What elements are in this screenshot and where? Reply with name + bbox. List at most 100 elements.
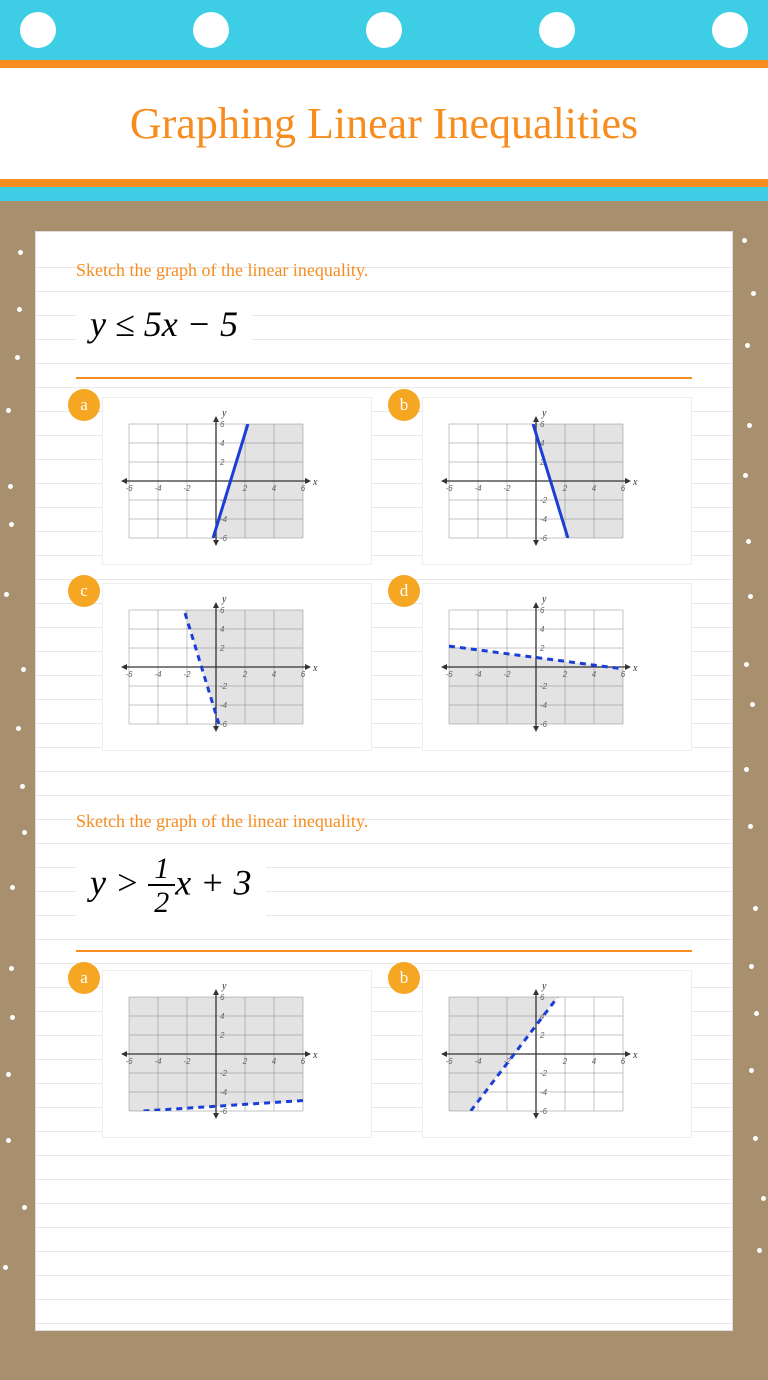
svg-text:2: 2 [562,1057,568,1066]
svg-text:6: 6 [301,670,306,679]
page-title: Graphing Linear Inequalities [20,98,748,149]
svg-text:6: 6 [301,1057,306,1066]
svg-text:4: 4 [220,625,225,634]
svg-text:-4: -4 [154,670,162,679]
svg-text:-4: -4 [540,1088,548,1097]
dot-icon [366,12,402,48]
answer-option[interactable]: b -6-4-2246-6-4-2246xy [396,970,692,1138]
divider [0,179,768,187]
answer-option[interactable]: b -6-4-2246-6-4-2246xy [396,397,692,565]
svg-text:x: x [632,1050,638,1061]
svg-text:-6: -6 [125,670,133,679]
svg-text:4: 4 [272,1057,277,1066]
svg-text:-2: -2 [183,670,191,679]
svg-text:-6: -6 [445,1057,453,1066]
svg-text:-6: -6 [125,1057,133,1066]
svg-text:2: 2 [242,1057,248,1066]
option-graph: -6-4-2246-6-4-2246xy [422,397,692,565]
svg-text:-6: -6 [220,720,228,729]
svg-text:y: y [541,408,547,419]
answer-options-grid: a -6-4-2246-6-4-2246xy b -6-4-2246-6-4-2… [76,397,692,751]
svg-text:2: 2 [219,458,225,467]
cork-dots [0,201,30,1331]
dot-icon [193,12,229,48]
svg-text:4: 4 [540,625,545,634]
question-equation: y ≤ 5x − 5 [76,293,252,355]
svg-text:6: 6 [540,420,545,429]
svg-text:2: 2 [242,670,248,679]
svg-text:4: 4 [220,1012,225,1021]
dot-icon [712,12,748,48]
svg-text:-2: -2 [503,670,511,679]
option-badge: a [68,962,100,994]
page-header: Graphing Linear Inequalities [0,68,768,179]
svg-text:6: 6 [540,993,545,1002]
band-strip [0,187,768,201]
divider [0,60,768,68]
cork-dots [738,201,768,1331]
svg-text:-4: -4 [220,701,228,710]
option-graph: -6-4-2246-6-4-2246xy [422,970,692,1138]
option-badge: b [388,389,420,421]
svg-text:4: 4 [592,1057,597,1066]
svg-text:6: 6 [301,484,306,493]
svg-text:-2: -2 [540,682,548,691]
svg-text:-2: -2 [220,682,228,691]
svg-text:-6: -6 [540,1107,548,1116]
answer-options-grid: a -6-4-2246-6-4-2246xy b -6-4-2246-6-4-2… [76,970,692,1138]
answer-option[interactable]: a -6-4-2246-6-4-2246xy [76,970,372,1138]
svg-text:2: 2 [562,670,568,679]
svg-text:6: 6 [220,420,225,429]
svg-text:-2: -2 [220,1069,228,1078]
svg-text:4: 4 [220,439,225,448]
svg-text:y: y [221,981,227,992]
answer-option[interactable]: a -6-4-2246-6-4-2246xy [76,397,372,565]
option-graph: -6-4-2246-6-4-2246xy [102,583,372,751]
question-equation: y > 12x + 3 [76,844,266,928]
svg-text:-6: -6 [220,534,228,543]
svg-text:-2: -2 [540,1069,548,1078]
svg-text:2: 2 [539,1031,545,1040]
svg-text:y: y [541,981,547,992]
option-graph: -6-4-2246-6-4-2246xy [102,970,372,1138]
svg-text:-2: -2 [540,496,548,505]
svg-text:-6: -6 [220,1107,228,1116]
svg-text:6: 6 [621,670,626,679]
option-badge: d [388,575,420,607]
question-prompt: Sketch the graph of the linear inequalit… [76,260,692,281]
svg-text:2: 2 [219,1031,225,1040]
option-graph: -6-4-2246-6-4-2246xy [422,583,692,751]
svg-text:4: 4 [272,484,277,493]
svg-text:-6: -6 [445,484,453,493]
svg-text:x: x [632,663,638,674]
svg-text:-6: -6 [125,484,133,493]
svg-text:y: y [541,594,547,605]
svg-text:6: 6 [621,1057,626,1066]
answer-option[interactable]: d -6-4-2246-6-4-2246xy [396,583,692,751]
svg-text:-2: -2 [503,484,511,493]
option-graph: -6-4-2246-6-4-2246xy [102,397,372,565]
decorative-top-band [0,0,768,60]
svg-text:-4: -4 [474,670,482,679]
svg-text:6: 6 [540,606,545,615]
svg-text:-2: -2 [183,484,191,493]
svg-text:2: 2 [219,644,225,653]
svg-text:-6: -6 [540,534,548,543]
svg-text:-4: -4 [540,515,548,524]
divider [76,377,692,379]
svg-text:2: 2 [242,484,248,493]
svg-text:-6: -6 [445,670,453,679]
svg-text:2: 2 [539,644,545,653]
svg-text:2: 2 [562,484,568,493]
svg-text:-4: -4 [474,484,482,493]
svg-text:4: 4 [272,670,277,679]
worksheet-paper: Sketch the graph of the linear inequalit… [35,231,733,1331]
svg-text:y: y [221,408,227,419]
svg-text:6: 6 [220,606,225,615]
svg-text:y: y [221,594,227,605]
divider [76,950,692,952]
option-badge: b [388,962,420,994]
answer-option[interactable]: c -6-4-2246-6-4-2246xy [76,583,372,751]
dot-icon [539,12,575,48]
svg-text:-4: -4 [220,1088,228,1097]
